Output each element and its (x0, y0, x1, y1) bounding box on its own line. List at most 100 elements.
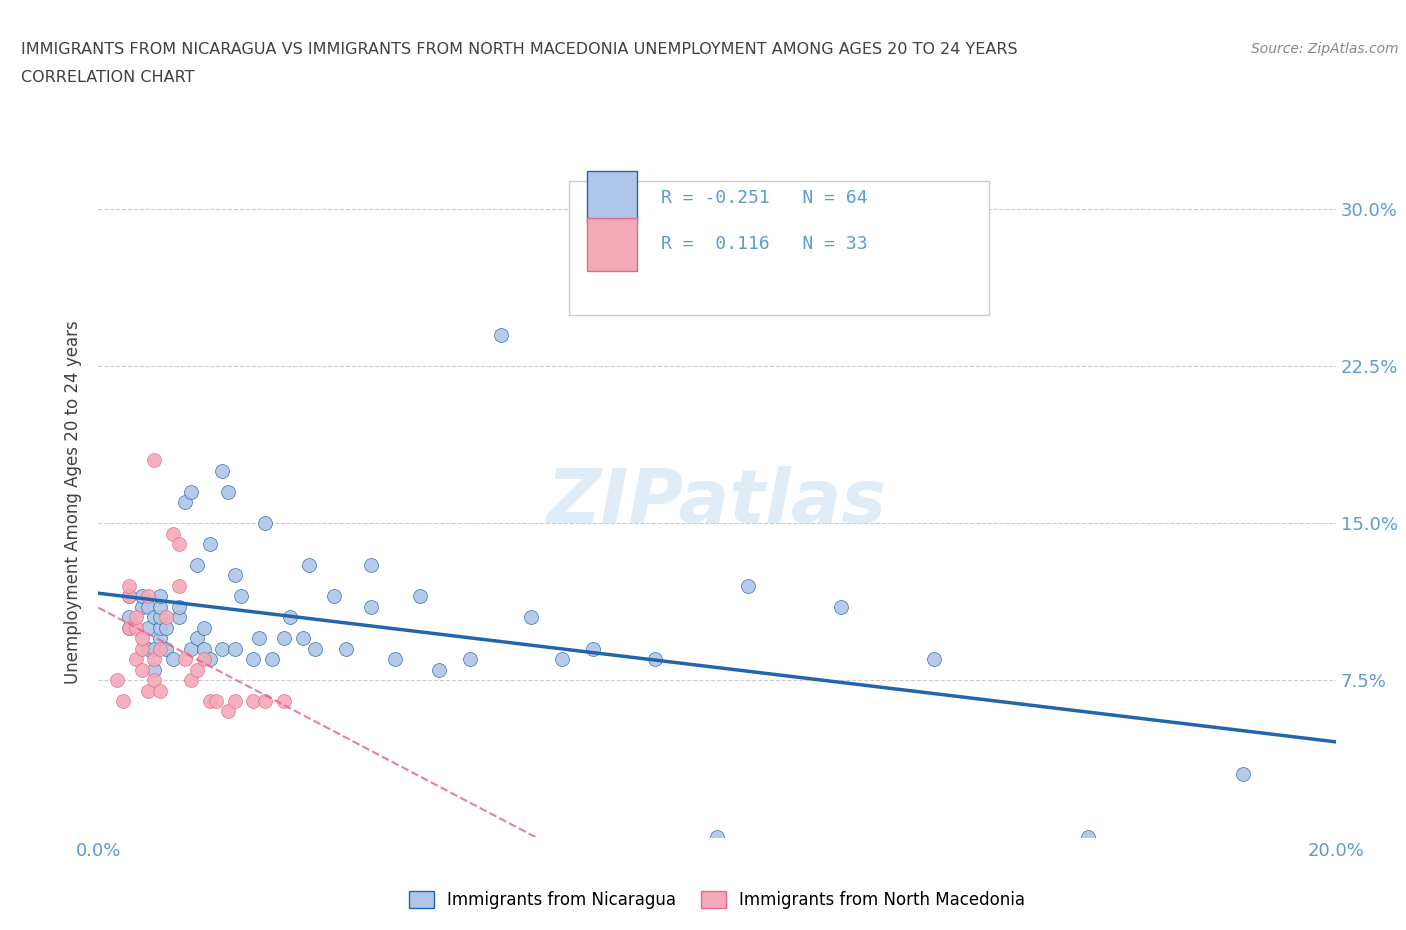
Point (162, 526, 184, 541)
Point (131, 589, 153, 604)
Point (198, 652, 221, 667)
Point (124, 610, 146, 625)
Point (737, 578, 759, 593)
Point (167, 600, 190, 615)
Point (360, 600, 382, 615)
FancyBboxPatch shape (568, 180, 990, 314)
Point (242, 652, 264, 667)
Point (149, 600, 172, 615)
Point (229, 589, 252, 604)
Point (273, 631, 295, 645)
Point (143, 652, 166, 667)
Point (118, 620, 141, 635)
Point (360, 558, 382, 573)
Point (131, 600, 153, 615)
Point (335, 642, 357, 657)
Point (162, 652, 184, 667)
Point (217, 485, 239, 499)
Point (118, 578, 141, 593)
Point (211, 463, 233, 478)
Text: R =  0.116   N = 33: R = 0.116 N = 33 (661, 235, 868, 253)
Point (409, 589, 432, 604)
Point (211, 642, 233, 657)
Point (118, 589, 141, 604)
Point (112, 694, 135, 709)
Point (186, 558, 208, 573)
Point (1077, 830, 1099, 844)
Point (143, 662, 166, 677)
Point (174, 652, 197, 667)
Point (217, 704, 239, 719)
Point (242, 694, 264, 709)
Point (180, 642, 202, 657)
Point (193, 642, 215, 657)
Bar (588, 218, 637, 272)
Point (167, 578, 190, 593)
Point (131, 642, 153, 657)
Point (143, 610, 166, 625)
Point (551, 652, 574, 667)
Legend: Immigrants from Nicaragua, Immigrants from North Macedonia: Immigrants from Nicaragua, Immigrants fr… (402, 884, 1032, 916)
Point (254, 694, 277, 709)
Text: IMMIGRANTS FROM NICARAGUA VS IMMIGRANTS FROM NORTH MACEDONIA UNEMPLOYMENT AMONG : IMMIGRANTS FROM NICARAGUA VS IMMIGRANTS … (21, 42, 1018, 57)
Point (174, 495, 197, 510)
Point (118, 589, 141, 604)
Point (149, 683, 172, 698)
Point (224, 568, 246, 583)
Point (304, 642, 326, 657)
Point (124, 620, 146, 635)
Point (224, 694, 246, 709)
Point (205, 694, 228, 709)
Point (278, 610, 301, 625)
Point (149, 620, 172, 635)
Point (149, 610, 172, 625)
Point (322, 589, 344, 604)
Point (118, 610, 141, 625)
Point (149, 589, 172, 604)
Point (291, 631, 314, 645)
Point (198, 694, 221, 709)
Point (254, 516, 277, 531)
Point (922, 652, 945, 667)
Point (118, 620, 141, 635)
Point (247, 631, 270, 645)
Point (155, 620, 177, 635)
Point (131, 662, 153, 677)
Point (582, 642, 605, 657)
Point (520, 610, 543, 625)
Point (155, 610, 177, 625)
Point (644, 652, 666, 667)
Y-axis label: Unemployment Among Ages 20 to 24 years: Unemployment Among Ages 20 to 24 years (65, 320, 83, 684)
Text: Source: ZipAtlas.com: Source: ZipAtlas.com (1251, 42, 1399, 56)
Text: CORRELATION CHART: CORRELATION CHART (21, 70, 194, 85)
Point (298, 558, 321, 573)
Point (489, 327, 512, 342)
Text: ZIPatlas: ZIPatlas (547, 466, 887, 538)
Point (830, 600, 852, 615)
Point (143, 672, 166, 687)
Point (136, 600, 159, 615)
Point (105, 672, 128, 687)
Point (186, 662, 208, 677)
Point (124, 652, 146, 667)
Point (149, 642, 172, 657)
Point (1232, 766, 1254, 781)
Point (198, 537, 221, 551)
Point (180, 672, 202, 687)
Point (384, 652, 406, 667)
Point (193, 652, 215, 667)
Point (136, 642, 159, 657)
Point (136, 683, 159, 698)
Point (706, 830, 728, 844)
Point (136, 620, 159, 635)
Point (186, 631, 208, 645)
Point (167, 610, 190, 625)
Point (136, 589, 159, 604)
Bar (588, 171, 637, 224)
Point (458, 652, 481, 667)
Point (260, 652, 283, 667)
Text: R = -0.251   N = 64: R = -0.251 N = 64 (661, 189, 868, 206)
Point (193, 620, 215, 635)
Point (224, 642, 246, 657)
Point (155, 642, 177, 657)
